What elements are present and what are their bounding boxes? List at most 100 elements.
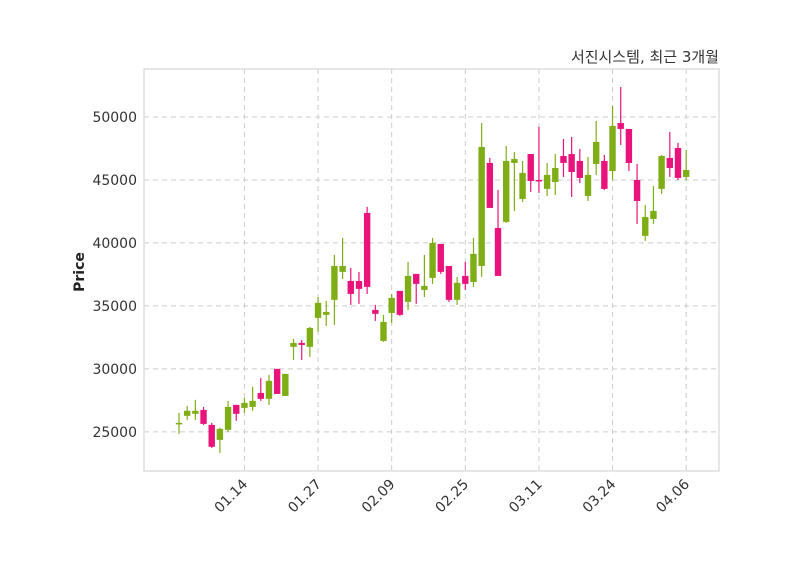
x-tick-label: 01.27 (285, 477, 325, 517)
candle-body (355, 280, 363, 289)
candle-body (560, 156, 567, 163)
candle-body (241, 402, 248, 408)
candle (183, 405, 191, 420)
x-tick-label: 01.14 (212, 476, 252, 516)
y-axis: 25000 30000 35000 40000 45000 50000 (92, 110, 137, 441)
x-tick-label: 02.25 (432, 477, 472, 517)
candle-body (372, 309, 379, 314)
candle (527, 154, 534, 192)
y-axis-label: Price (72, 252, 88, 292)
y-tick-label: 40000 (92, 236, 137, 252)
candle (437, 243, 444, 274)
candle (453, 276, 461, 305)
candle (380, 314, 387, 342)
candle-body (200, 409, 207, 424)
candle-body (429, 242, 436, 278)
candle-body (388, 297, 395, 313)
candle-body (609, 125, 616, 172)
plot-frame (143, 68, 720, 472)
x-axis: 01.14 01.27 02.09 02.25 03.11 03.24 04.06 (212, 476, 693, 516)
candle (650, 185, 657, 224)
candle (241, 397, 248, 413)
x-tick-label: 03.11 (506, 477, 546, 517)
candle (404, 261, 412, 310)
candle (568, 137, 575, 197)
candle-body (658, 156, 665, 189)
y-tick-label: 35000 (92, 299, 137, 315)
candle (552, 154, 559, 195)
candle (560, 139, 567, 177)
candle-body (674, 147, 682, 178)
candle (601, 155, 608, 190)
candle (200, 406, 207, 425)
candle (429, 237, 436, 284)
candle-body (363, 212, 371, 287)
candle (462, 261, 469, 290)
candle (535, 126, 543, 193)
candle-body (453, 282, 461, 300)
y-tick-label: 45000 (92, 173, 137, 189)
candle-body (535, 179, 543, 182)
candle-body (486, 162, 494, 208)
candle (503, 145, 510, 223)
candle-body (617, 123, 624, 129)
candle (323, 300, 330, 326)
candle-body (633, 179, 641, 201)
y-tick-label: 30000 (92, 362, 137, 378)
candle (372, 304, 379, 321)
candle-body (642, 216, 649, 236)
candle-body (175, 422, 183, 425)
candle (674, 142, 682, 180)
candle-body (208, 424, 215, 447)
candle-body (650, 210, 657, 219)
candle-body (314, 302, 322, 318)
candle-body (290, 342, 297, 347)
candle-body (249, 400, 256, 407)
candle-body (339, 265, 346, 272)
candle-body (592, 141, 600, 164)
candle-body (601, 160, 608, 189)
candle (478, 123, 485, 277)
candle-body (666, 157, 673, 168)
candle-body (306, 327, 314, 347)
candle (290, 338, 297, 360)
candle-body (224, 406, 232, 430)
candle-body (216, 428, 224, 440)
candles (175, 87, 690, 453)
candle (658, 155, 665, 194)
candle (609, 106, 616, 180)
chart-title: 서진시스템, 최근 3개월 (571, 48, 719, 66)
candle (192, 399, 199, 420)
candle-body (503, 160, 510, 222)
candle (306, 326, 314, 357)
candle-body (445, 265, 453, 300)
y-tick-label: 25000 (92, 425, 137, 441)
candle-body (282, 373, 289, 396)
candle (511, 151, 518, 211)
candle (625, 128, 633, 172)
candle-body (233, 404, 240, 414)
candle (486, 157, 494, 208)
candle-body (682, 170, 690, 177)
candle (347, 267, 354, 305)
candle (396, 290, 404, 316)
candle-body (511, 158, 518, 163)
candle (666, 131, 673, 177)
candle-body (380, 321, 387, 341)
candle (282, 373, 289, 396)
candle-body (347, 280, 354, 294)
candle (208, 422, 215, 448)
candle (224, 400, 232, 432)
candle (265, 374, 273, 405)
candle (273, 368, 281, 394)
candle (339, 237, 346, 279)
candle-body (543, 174, 551, 189)
candle-body (404, 275, 412, 302)
candle-body (552, 167, 559, 182)
candle (543, 162, 551, 196)
x-tick-label: 02.09 (359, 477, 399, 517)
candle-body (478, 146, 485, 266)
candle-body (396, 290, 404, 315)
candle-body (576, 160, 584, 178)
candle (413, 273, 420, 304)
